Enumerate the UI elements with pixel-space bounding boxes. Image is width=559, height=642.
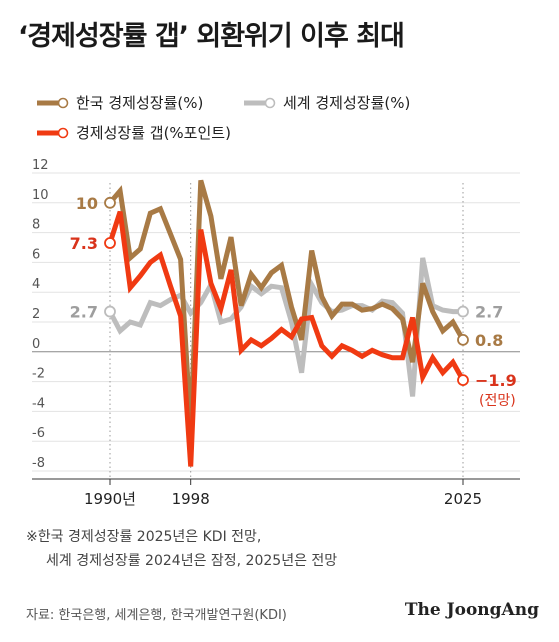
y-tick-label: 10 [32, 188, 49, 203]
value-label-gap-right: −1.9 [475, 371, 517, 390]
endpoint-marker-gap-left [104, 237, 116, 249]
footnote-line-1: ※한국 경제성장률 2025년은 KDI 전망, [26, 529, 262, 545]
legend-swatch-world [244, 97, 276, 108]
endpoint-marker-gap-right [457, 374, 469, 387]
y-tick-label: 2 [32, 307, 40, 322]
y-tick-label: 8 [32, 218, 40, 233]
y-tick-label: -8 [32, 456, 45, 471]
endpoint-marker-world-left [104, 305, 116, 318]
y-tick-label: -2 [32, 367, 45, 382]
legend-label-korea: 한국 경제성장률(%) [76, 94, 204, 112]
y-tick-label: -4 [32, 396, 45, 411]
series-line-korea [108, 179, 466, 428]
legend-item-gap: 경제성장률 갭(%포인트) [36, 122, 231, 143]
endpoint-marker-world-right [457, 305, 469, 318]
value-label-korea-left: 10 [76, 194, 98, 213]
source-text: 자료: 한국은행, 세계은행, 한국개발연구원(KDI) [26, 608, 287, 623]
value-label-korea-right: 0.8 [475, 331, 503, 350]
legend-item-world: 세계 경제성장률(%) [243, 92, 410, 113]
x-tick-label: 1990년 [84, 490, 136, 508]
x-tick-label: 2025 [444, 490, 482, 508]
value-label-world-right: 2.7 [475, 303, 503, 322]
y-tick-label: 0 [32, 337, 40, 352]
y-tick-label: 12 [32, 158, 49, 173]
legend-swatch-gap [37, 127, 69, 138]
legend-label-gap: 경제성장률 갭(%포인트) [76, 124, 231, 142]
y-tick-label: 4 [32, 277, 40, 292]
value-label-gap-left: 7.3 [70, 234, 98, 253]
y-tick-label: -6 [32, 426, 45, 441]
chart-title: ‘경제성장률 갭’ 외환위기 이후 최대 [18, 21, 405, 52]
endpoint-marker-korea-right [457, 333, 469, 346]
value-label-world-left: 2.7 [70, 303, 98, 322]
legend-item-korea: 한국 경제성장률(%) [36, 92, 203, 113]
brand-logo: The JoongAng [404, 600, 539, 620]
endpoint-marker-korea-left [104, 196, 116, 209]
x-tick-label: 1998 [172, 490, 210, 508]
footnote-line-2: 세계 경제성장률 2024년은 잠정, 2025년은 전망 [46, 553, 338, 569]
legend-swatch-korea [37, 97, 69, 108]
y-tick-label: 6 [32, 247, 40, 262]
series-line-gap [107, 210, 466, 467]
value-sublabel-gap: (전망) [479, 393, 516, 409]
legend-label-world: 세계 경제성장률(%) [283, 94, 411, 112]
